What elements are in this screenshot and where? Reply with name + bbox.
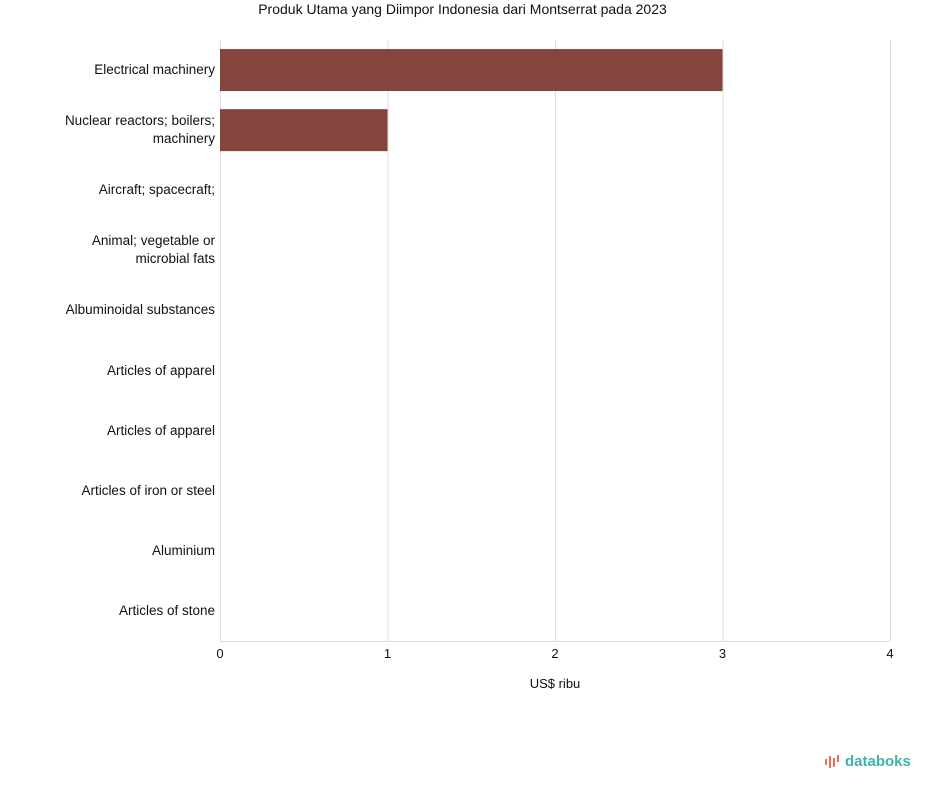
category-label-text: Nuclear reactors; boilers; machinery (64, 113, 215, 147)
x-tick-label: 3 (718, 646, 727, 661)
category-label: Aluminium (40, 542, 215, 560)
bar (220, 49, 723, 92)
category-label: Nuclear reactors; boilers; machinery (40, 112, 215, 148)
category-label: Animal; vegetable or microbial fats (40, 232, 215, 268)
category-label: Electrical machinery (40, 61, 215, 79)
bar (220, 109, 388, 152)
x-tick-label: 4 (886, 646, 894, 661)
category-label-text: Animal; vegetable or microbial fats (91, 233, 215, 267)
category-label: Articles of apparel (40, 422, 215, 440)
logo-bars-icon (825, 754, 839, 768)
x-tick-label: 1 (383, 646, 392, 661)
category-label-text: Articles of stone (118, 602, 215, 618)
category-label-text: Articles of apparel (106, 362, 215, 378)
chart-title: Produk Utama yang Diimpor Indonesia dari… (258, 1, 667, 17)
category-label-text: Articles of iron or steel (81, 482, 215, 498)
category-label-text: Albuminoidal substances (65, 302, 215, 318)
databoks-logo: databoks (824, 753, 911, 770)
x-tick-label: 0 (216, 646, 224, 661)
category-label: Aircraft; spacecraft; (40, 181, 215, 199)
category-label-text: Articles of apparel (106, 422, 215, 438)
logo-text: databoks (845, 753, 911, 770)
category-label: Articles of iron or steel (40, 482, 215, 500)
category-label: Articles of stone (40, 602, 215, 620)
category-label-text: Aircraft; spacecraft; (98, 182, 215, 198)
category-label-text: Aluminium (151, 542, 215, 558)
category-label: Albuminoidal substances (40, 301, 215, 319)
x-tick-label: 2 (551, 646, 559, 661)
x-axis-label: US$ ribu (529, 676, 581, 691)
category-label-text: Electrical machinery (94, 62, 215, 78)
category-label: Articles of apparel (40, 362, 215, 380)
